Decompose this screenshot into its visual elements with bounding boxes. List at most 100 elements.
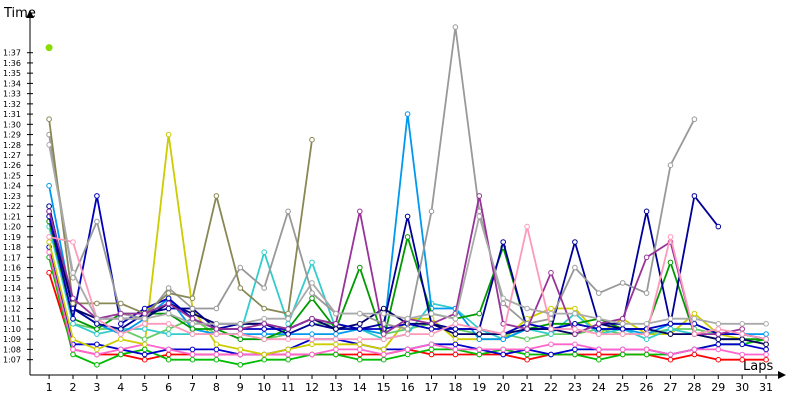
y-tick-label: 1:29 xyxy=(3,131,21,140)
data-point xyxy=(333,346,339,353)
x-tick-label: 31 xyxy=(759,381,773,394)
data-point xyxy=(46,239,52,245)
data-point xyxy=(715,356,722,363)
data-point xyxy=(643,208,650,215)
y-tick-label: 1:25 xyxy=(3,171,21,180)
data-point xyxy=(189,351,196,358)
series-3 xyxy=(46,244,769,358)
data-point xyxy=(739,341,746,348)
data-point xyxy=(237,331,244,337)
data-point xyxy=(357,356,363,363)
data-point xyxy=(357,351,363,358)
data-point xyxy=(70,346,76,353)
data-point xyxy=(165,351,172,358)
data-point xyxy=(643,321,650,327)
data-point xyxy=(285,331,291,337)
x-tick-label: 18 xyxy=(448,381,462,394)
data-point xyxy=(691,331,698,337)
x-tick-label: 23 xyxy=(568,381,582,394)
x-tick-label: 8 xyxy=(213,381,220,394)
y-tick-label: 1:19 xyxy=(3,233,21,242)
x-tick-label: 25 xyxy=(616,381,630,394)
y-tick-label: 1:28 xyxy=(3,141,21,150)
data-point xyxy=(261,285,268,291)
data-point xyxy=(309,341,315,348)
data-point xyxy=(357,326,363,332)
data-point xyxy=(476,331,483,337)
data-point xyxy=(596,326,602,332)
data-point xyxy=(357,264,363,271)
data-point xyxy=(333,331,339,337)
data-point xyxy=(691,310,698,317)
data-point xyxy=(428,341,435,348)
data-point xyxy=(213,326,220,332)
data-point xyxy=(452,24,459,30)
series-8 xyxy=(46,111,769,343)
data-point xyxy=(476,208,483,215)
x-tick-label: 12 xyxy=(305,381,319,394)
data-point xyxy=(500,295,507,302)
data-point xyxy=(476,326,483,332)
data-point xyxy=(165,300,172,307)
y-tick-label: 1:08 xyxy=(3,345,21,354)
y-tick-label: 1:35 xyxy=(3,69,21,78)
data-point xyxy=(619,346,626,353)
x-tick-label: 26 xyxy=(640,381,654,394)
y-tick-label: 1:16 xyxy=(3,264,21,273)
data-point xyxy=(165,305,172,312)
data-point xyxy=(691,193,698,199)
data-point xyxy=(500,331,507,337)
x-tick-label: 2 xyxy=(70,381,77,394)
data-point xyxy=(500,239,507,245)
x-tick-label: 7 xyxy=(189,381,196,394)
data-point xyxy=(691,116,698,122)
data-point xyxy=(333,326,339,332)
y-tick-label: 1:18 xyxy=(3,243,21,252)
data-point xyxy=(70,295,76,302)
y-tick-label: 1:33 xyxy=(3,90,21,99)
data-point xyxy=(309,290,315,296)
y-tick-label: 1:31 xyxy=(3,110,21,119)
data-point xyxy=(548,305,554,312)
data-point xyxy=(141,326,148,332)
data-point xyxy=(70,336,76,343)
data-point xyxy=(380,310,387,317)
data-point xyxy=(261,331,268,337)
data-point xyxy=(643,346,650,353)
data-point xyxy=(476,310,483,317)
data-point xyxy=(70,351,76,358)
data-point xyxy=(165,346,172,353)
data-point xyxy=(333,351,339,358)
data-point xyxy=(333,310,339,317)
data-point xyxy=(357,341,363,348)
y-axis-ticks: 1:07 1:081:091:101:11 1:121:131:141:151:16… xyxy=(3,49,33,365)
series-line xyxy=(48,246,767,356)
x-tick-label: 9 xyxy=(237,381,244,394)
data-point xyxy=(667,321,674,327)
data-point xyxy=(94,362,100,368)
series-17 xyxy=(46,142,769,327)
data-point xyxy=(428,208,435,215)
data-point xyxy=(428,326,435,332)
data-point xyxy=(118,326,124,332)
data-point xyxy=(763,336,769,343)
data-point xyxy=(70,315,76,322)
x-tick-label: 11 xyxy=(281,381,295,394)
data-point xyxy=(213,356,220,363)
data-point xyxy=(333,336,339,343)
data-point xyxy=(261,351,268,358)
data-point xyxy=(715,336,722,343)
data-point xyxy=(94,341,100,348)
series-line xyxy=(48,195,743,335)
data-point xyxy=(357,336,363,343)
data-point xyxy=(213,341,220,348)
data-point xyxy=(404,346,411,353)
y-tick-label: 1:09 xyxy=(3,335,21,344)
data-point xyxy=(285,208,291,215)
y-axis-arrow xyxy=(26,10,34,18)
data-point xyxy=(357,310,363,317)
data-point xyxy=(357,346,363,353)
y-tick-label: 1:36 xyxy=(3,59,21,68)
data-point xyxy=(237,326,244,332)
data-point xyxy=(46,142,52,148)
